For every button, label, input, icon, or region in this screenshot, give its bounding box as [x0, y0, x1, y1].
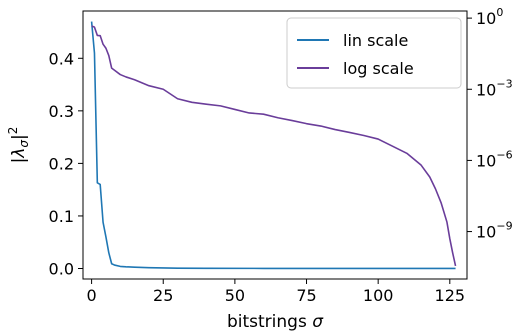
y-right-tick-label: 10−6: [476, 148, 513, 170]
y-left-tick-label: 0.3: [49, 102, 74, 121]
y-right-tick-label: 10−3: [476, 77, 513, 99]
x-tick-label: 25: [153, 286, 173, 305]
series-line-log-scale: [91, 25, 457, 267]
y-axis-label: |λσ|2: [6, 127, 31, 164]
legend-label-log-scale: log scale: [343, 59, 414, 78]
y-right-tick-label: 100: [476, 6, 503, 28]
y-left-tick-label: 0.1: [49, 207, 74, 226]
x-tick-label: 100: [363, 286, 394, 305]
x-tick-label: 50: [225, 286, 245, 305]
axes: 0 25 50 75 100 125 0.0 0.1 0.2 0.3 0.4 10−9 10−6 10−3…: [6, 6, 513, 332]
legend: lin scale log scale: [286, 17, 462, 89]
plot-frame: [82, 10, 468, 280]
x-axis-label: bitstrings σ: [227, 312, 324, 332]
x-tick-label: 125: [435, 286, 466, 305]
x-tick-label: 75: [296, 286, 316, 305]
legend-box: [286, 17, 462, 89]
series-layer: [90, 21, 457, 270]
y-left-tick-label: 0.0: [49, 259, 74, 278]
series-line-lin-scale: [90, 21, 456, 270]
y-right-tick-label: 10−9: [476, 220, 513, 242]
x-tick-label: 0: [87, 286, 97, 305]
y-left-tick-label: 0.2: [49, 154, 74, 173]
legend-label-lin-scale: lin scale: [343, 31, 408, 50]
y-left-tick-label: 0.4: [49, 49, 74, 68]
